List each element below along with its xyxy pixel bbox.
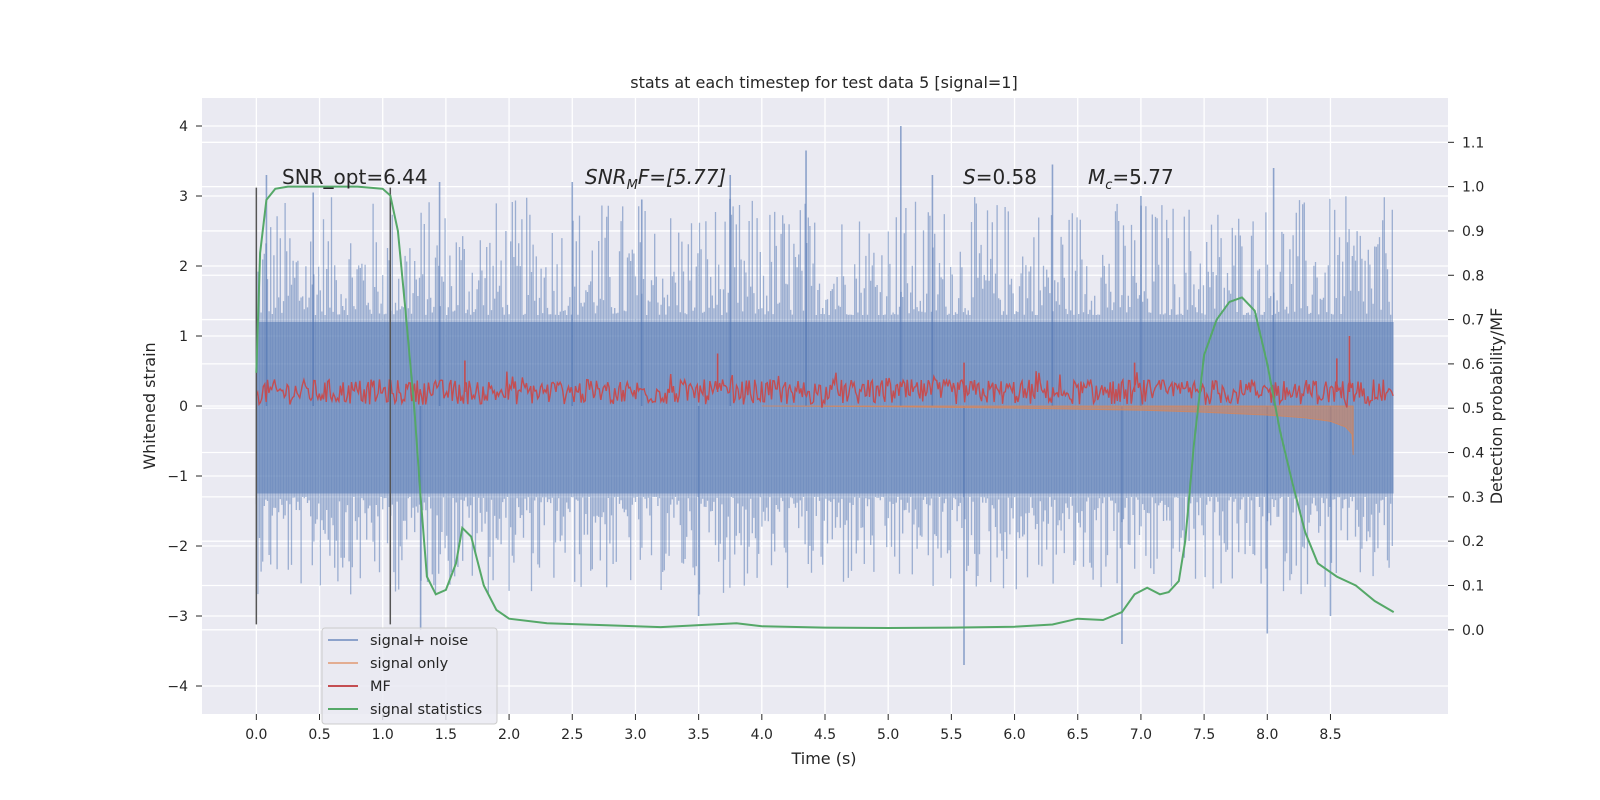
x-tick-label: 6.5 [1067, 727, 1089, 743]
signal-only-trace [761, 405, 1354, 456]
y-tick-label: 4 [179, 119, 188, 135]
annotation-mc-main: M [1088, 165, 1105, 189]
x-tick-label: 1.5 [435, 727, 457, 743]
annotation-s: S=0.58 [963, 165, 1037, 189]
y2-tick-label: 0.0 [1462, 623, 1484, 639]
annotation-s-rest: =0.58 [976, 165, 1037, 189]
annotation-snr-opt: SNR_opt=6.44 [282, 165, 428, 189]
legend: signal+ noise signal only MF signal stat… [321, 627, 498, 725]
y-tick-label: 2 [179, 259, 188, 275]
x-tick-label: 0.5 [308, 727, 330, 743]
y2-axis-label: Detection probability/MF [1487, 308, 1506, 505]
x-tick-label: 3.5 [687, 727, 709, 743]
legend-box [321, 627, 498, 725]
y-tick-label: −1 [167, 469, 188, 485]
x-tick-label: 4.0 [751, 727, 773, 743]
y-tick-label: −3 [167, 609, 188, 625]
x-tick-label: 3.0 [624, 727, 646, 743]
y2-tick-label: 0.9 [1462, 224, 1484, 240]
y-tick-label: −2 [167, 539, 188, 555]
annotation-mc-sub: c [1105, 178, 1112, 193]
y-tick-label: −4 [167, 679, 188, 695]
mf-series [255, 336, 1394, 408]
y2-axis-ticks: 0.0 0.1 0.2 0.3 0.4 0.5 0.6 0.7 0.8 0.9 1.0 1.1 [1448, 135, 1484, 639]
annotation-snr-mf-rest: F=[5.77] [638, 165, 726, 189]
x-tick-label: 5.5 [940, 727, 962, 743]
legend-label-mf: MF [370, 679, 391, 695]
y2-tick-label: 1.0 [1462, 180, 1484, 196]
x-tick-label: 7.5 [1193, 727, 1215, 743]
y2-tick-label: 0.8 [1462, 268, 1484, 284]
annotation-s-main: S [963, 165, 976, 189]
mf-trace [255, 371, 1394, 408]
annotation-snr-mf-main: SNR [585, 165, 627, 189]
signal-only-series [761, 405, 1354, 456]
y-tick-label: 1 [179, 329, 188, 345]
x-axis-ticks: 0.0 0.5 1.0 1.5 2.0 2.5 3.0 3.5 4.0 4.5 5.0 5.5 6.0 6… [245, 714, 1342, 743]
y2-tick-label: 0.5 [1462, 401, 1484, 417]
y-axis-label: Whitened strain [140, 342, 159, 469]
y2-tick-label: 1.1 [1462, 135, 1484, 151]
chart-title: stats at each timestep for test data 5 [… [630, 73, 1017, 92]
x-tick-label: 8.5 [1319, 727, 1341, 743]
annotation-snr-mf-sub: M [627, 178, 638, 193]
signal-statistics-series [255, 185, 1395, 630]
y2-tick-label: 0.6 [1462, 357, 1484, 373]
annotation-mc: Mc=5.77 [1088, 165, 1174, 193]
x-tick-label: 5.0 [877, 727, 899, 743]
x-tick-label: 8.0 [1256, 727, 1278, 743]
y2-tick-label: 0.2 [1462, 534, 1484, 550]
annotation-snr-mf: SNRMF=[5.77] [585, 165, 726, 193]
x-tick-label: 2.0 [498, 727, 520, 743]
annotation-mc-rest: =5.77 [1112, 165, 1173, 189]
x-tick-label: 7.0 [1130, 727, 1152, 743]
y-tick-label: 3 [179, 189, 188, 205]
x-tick-label: 6.0 [1003, 727, 1025, 743]
y2-tick-label: 0.3 [1462, 490, 1484, 506]
legend-label-signal-only: signal only [370, 656, 449, 672]
y-axis-ticks: −4 −3 −2 −1 0 1 2 3 4 [167, 119, 202, 695]
legend-label-signal-noise: signal+ noise [370, 633, 468, 649]
x-tick-label: 4.5 [814, 727, 836, 743]
x-axis-label: Time (s) [790, 749, 856, 768]
x-tick-label: 1.0 [372, 727, 394, 743]
x-tick-label: 0.0 [245, 727, 267, 743]
signal-statistics-trace [255, 185, 1395, 630]
legend-label-signal-statistics: signal statistics [370, 702, 482, 718]
y-tick-label: 0 [179, 399, 188, 415]
y2-tick-label: 0.4 [1462, 446, 1484, 462]
y2-tick-label: 0.7 [1462, 313, 1484, 329]
y2-tick-label: 0.1 [1462, 578, 1484, 594]
x-tick-label: 2.5 [561, 727, 583, 743]
marker-lines [255, 187, 392, 625]
